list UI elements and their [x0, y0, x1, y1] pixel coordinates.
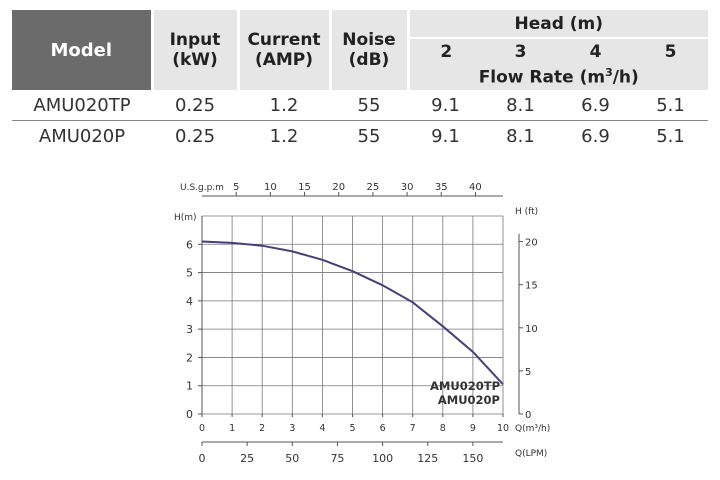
noise-cell: 55	[357, 125, 381, 147]
right-tick-label: 0	[525, 410, 531, 421]
input-cell: 0.25	[152, 90, 238, 121]
flow-cell: 8.1	[483, 90, 558, 121]
left-tick-label: 5	[186, 267, 193, 280]
flow-rate-sup: 3	[605, 66, 613, 80]
flow-cell: 6.9	[558, 90, 633, 121]
lpm-axis-label: Q(LPM)	[515, 449, 547, 459]
legend-entry: AMU020TP	[430, 379, 500, 393]
flow-cell: 6.9	[581, 125, 610, 147]
bottom-tick-label: 10	[497, 423, 509, 434]
top-tick-label: 20	[332, 182, 345, 193]
current-cell: 1.2	[238, 90, 330, 121]
left-tick-label: 3	[186, 323, 193, 336]
bottom-tick-label: 0	[199, 423, 205, 434]
bottom-tick-label: 5	[349, 423, 355, 434]
lpm-tick-label: 0	[199, 452, 206, 465]
bottom-axis-label: Q(m³/h)	[515, 424, 550, 434]
left-axis-label: H(m)	[174, 213, 197, 223]
head-value-5: 5	[633, 38, 709, 64]
top-axis-label: U.S.g.p.m	[180, 183, 224, 193]
table-row: AMU020TP 0.25 1.2 55 9.1 8.1 6.9 5.1	[12, 90, 709, 121]
left-tick-label: 1	[186, 380, 193, 393]
noise-cell: 55	[330, 90, 408, 121]
noise-header: Noise (dB)	[328, 10, 408, 90]
left-tick-label: 6	[186, 238, 193, 251]
right-tick-label: 10	[525, 324, 538, 335]
top-tick-label: 5	[233, 182, 239, 193]
top-tick-label: 25	[367, 182, 380, 193]
top-tick-label: 15	[298, 182, 311, 193]
bottom-tick-label: 1	[229, 423, 235, 434]
legend-entry: AMU020P	[438, 393, 500, 407]
flow-cell: 8.1	[506, 125, 535, 147]
lpm-tick-label: 100	[372, 452, 393, 465]
model-header: Model	[12, 10, 152, 90]
right-tick-label: 15	[525, 281, 538, 292]
right-tick-label: 5	[525, 367, 531, 378]
bottom-tick-label: 2	[259, 423, 265, 434]
left-tick-label: 2	[186, 351, 193, 364]
right-tick-label: 20	[525, 238, 538, 249]
bottom-tick-label: 9	[470, 423, 476, 434]
flow-cell: 5.1	[633, 90, 709, 121]
bottom-tick-label: 3	[289, 423, 295, 434]
current-header-line2: (AMP)	[254, 50, 314, 70]
lpm-tick-label: 25	[240, 452, 254, 465]
head-value-3: 3	[483, 38, 558, 64]
right-axis-label: H (ft)	[515, 207, 538, 217]
noise-header-line2: (dB)	[348, 50, 390, 70]
bottom-tick-label: 4	[319, 423, 325, 434]
head-value-2: 2	[406, 38, 483, 64]
model-cell: AMU020TP	[12, 90, 152, 121]
flow-rate-prefix: Flow Rate (m	[478, 67, 606, 88]
input-header-line2: (kW)	[172, 50, 218, 70]
input-cell: 0.25	[174, 125, 216, 147]
series-line	[201, 240, 504, 385]
current-header: Current (AMP)	[236, 10, 330, 90]
flow-cell: 9.1	[408, 90, 483, 121]
lpm-tick-label: 150	[462, 452, 483, 465]
table-row: AMU020P 0.25 1.2 55 9.1 8.1 6.9 5.1	[12, 121, 708, 152]
top-tick-label: 35	[435, 182, 448, 193]
bottom-tick-label: 7	[410, 423, 416, 434]
input-header-line1: Input	[169, 30, 221, 50]
flow-cell: 5.1	[656, 125, 685, 147]
head-value-4: 4	[558, 38, 633, 64]
bottom-tick-label: 8	[440, 423, 446, 434]
noise-header-line1: Noise	[342, 30, 396, 50]
spec-table: Model Input (kW) Current (AMP) Noise (dB…	[12, 10, 709, 152]
lpm-tick-label: 125	[417, 452, 438, 465]
current-header-line1: Current	[247, 30, 321, 50]
top-tick-label: 10	[264, 182, 277, 193]
top-tick-label: 40	[469, 182, 482, 193]
head-header: Head (m)	[406, 10, 709, 39]
lpm-tick-label: 50	[285, 452, 299, 465]
input-header: Input (kW)	[150, 10, 238, 90]
left-tick-label: 4	[186, 295, 193, 308]
model-cell: AMU020P	[38, 125, 126, 147]
lpm-tick-label: 75	[330, 452, 344, 465]
flow-rate-header: Flow Rate (m3/h)	[406, 64, 709, 90]
flow-rate-suffix: /h)	[612, 67, 639, 88]
flow-cell: 9.1	[431, 125, 460, 147]
bottom-tick-label: 6	[380, 423, 386, 434]
top-tick-label: 30	[401, 182, 414, 193]
left-tick-label: 0	[186, 408, 193, 421]
current-cell: 1.2	[269, 125, 299, 147]
